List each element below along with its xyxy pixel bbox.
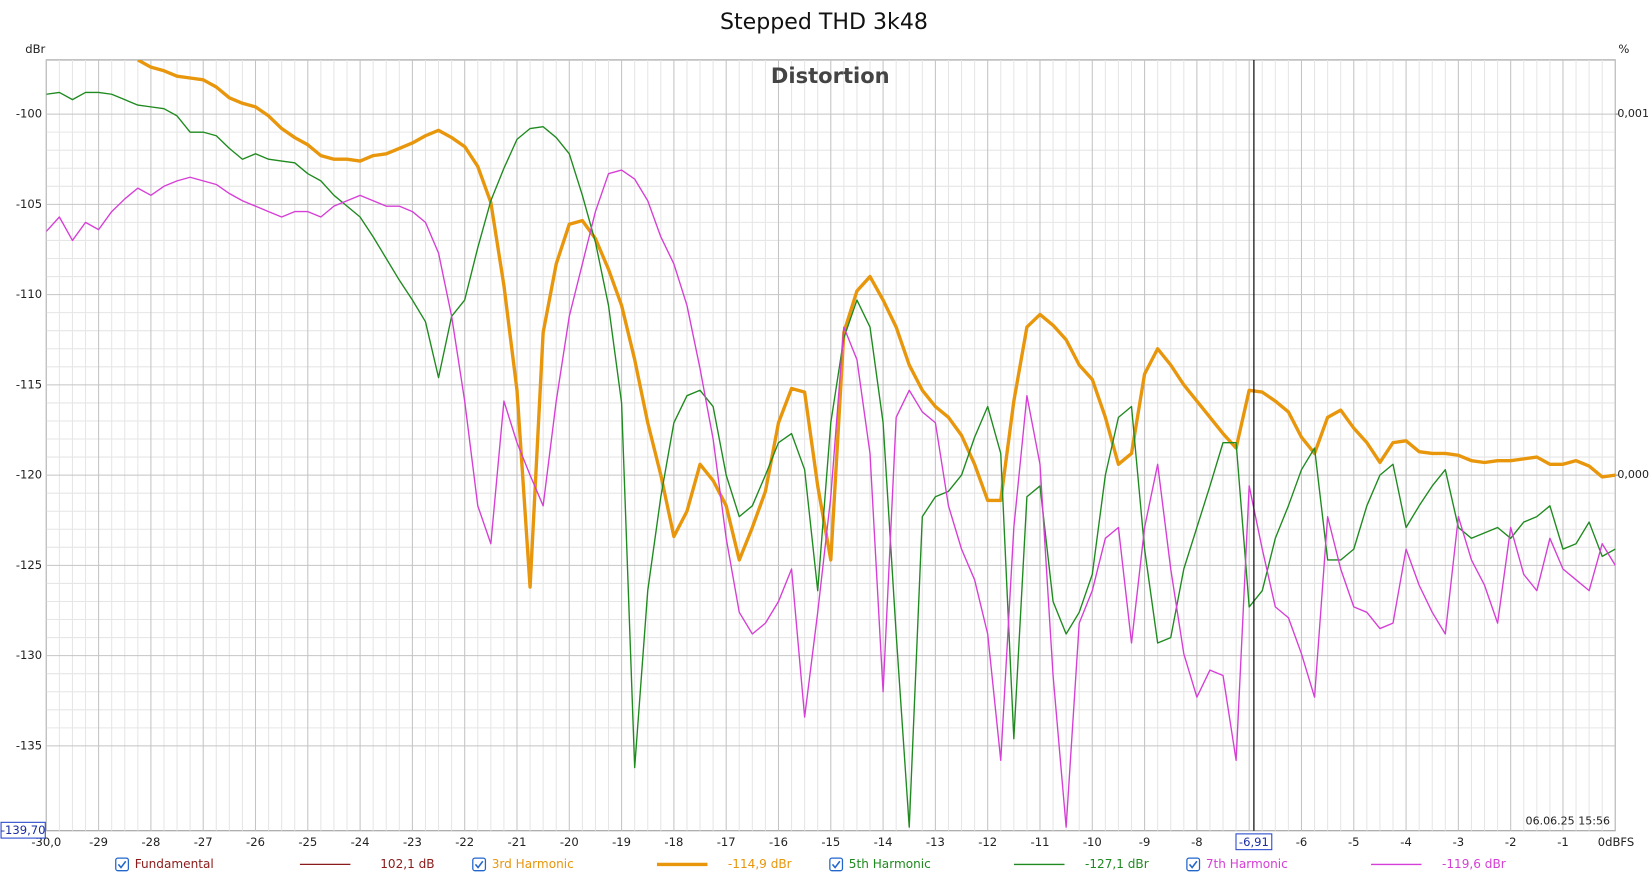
x-tick-label: -12 — [978, 835, 997, 849]
legend-check — [1188, 860, 1198, 869]
legend-checkbox[interactable] — [829, 857, 844, 872]
x-tick-label: -9 — [1139, 835, 1151, 849]
y-tick-label: -135 — [16, 738, 42, 752]
x-tick-label: -3 — [1453, 835, 1465, 849]
legend-name: 7th Harmonic — [1206, 857, 1288, 871]
y2-tick-label: 0,001 — [1617, 107, 1649, 120]
legend-name: 3rd Harmonic — [492, 857, 574, 871]
x-tick-label: -20 — [560, 835, 579, 849]
series-line — [46, 169, 1616, 828]
lines — [46, 59, 1616, 828]
x-tick-label: -29 — [89, 835, 108, 849]
legend-checkbox[interactable] — [1186, 857, 1201, 872]
x-tick-label: -13 — [926, 835, 945, 849]
timestamp: 06.06.25 15:56 — [1526, 814, 1610, 827]
y-tick-label: -120 — [16, 468, 42, 482]
y2-axis-label: % — [1618, 42, 1629, 56]
x-tick-label: 0dBFS — [1598, 835, 1634, 849]
legend-check — [474, 860, 484, 869]
x-tick-label: -25 — [298, 835, 317, 849]
y-tick-label: -115 — [16, 377, 42, 391]
legend-readout: 102,1 dB — [380, 857, 434, 871]
y-readout: -139,70 — [1, 823, 46, 837]
x-tick-label: -23 — [403, 835, 422, 849]
x-tick-label: -8 — [1191, 835, 1203, 849]
y-tick-label: -130 — [16, 648, 42, 662]
x-tick-label: -16 — [769, 835, 788, 849]
x-tick-label: -1 — [1557, 835, 1569, 849]
y-readout-box — [0, 821, 46, 839]
y-tick-label: -125 — [16, 558, 42, 572]
series-line — [46, 91, 1616, 828]
grid — [45, 59, 1616, 831]
x-tick-label: -21 — [508, 835, 527, 849]
y-tick-label: -110 — [16, 287, 42, 301]
x-tick-label: -5 — [1348, 835, 1360, 849]
legend-readout: -127,1 dBr — [1085, 857, 1149, 871]
x-tick-label: -26 — [246, 835, 265, 849]
cursor-label: -6,91 — [1239, 835, 1269, 849]
legend-readout: -119,6 dBr — [1442, 857, 1506, 871]
x-tick-label: -6 — [1296, 835, 1308, 849]
legend-checkbox[interactable] — [115, 857, 130, 872]
series-line — [137, 59, 1616, 589]
x-tick-label: -14 — [874, 835, 893, 849]
y-tick-label: -105 — [16, 197, 42, 211]
x-tick-label: -11 — [1031, 835, 1050, 849]
y-tick-label: -100 — [16, 107, 42, 121]
legend-check — [831, 860, 841, 869]
x-tick-label: -17 — [717, 835, 736, 849]
legend-checkbox[interactable] — [472, 857, 487, 872]
y2-tick-label: 0,0001 — [1617, 468, 1650, 481]
x-tick-label: -2 — [1505, 835, 1517, 849]
x-tick-label: -19 — [612, 835, 631, 849]
x-tick-label: -15 — [821, 835, 840, 849]
x-tick-label: -18 — [664, 835, 683, 849]
x-tick-label: -24 — [351, 835, 370, 849]
x-tick-label: -27 — [194, 835, 213, 849]
x-tick-label: -22 — [455, 835, 474, 849]
x-tick-label: -4 — [1400, 835, 1412, 849]
legend-readout: -114,9 dBr — [728, 857, 792, 871]
cursor-label-box — [1235, 833, 1273, 851]
legend-name: 5th Harmonic — [849, 857, 931, 871]
x-tick-label: -28 — [141, 835, 160, 849]
chart-subtitle: Distortion — [771, 63, 890, 88]
y-axis-label: dBr — [25, 42, 45, 56]
legend-check — [117, 860, 127, 869]
legend-name: Fundamental — [135, 857, 214, 871]
x-tick-label: -10 — [1083, 835, 1102, 849]
chart-title: Stepped THD 3k48 — [720, 9, 928, 35]
